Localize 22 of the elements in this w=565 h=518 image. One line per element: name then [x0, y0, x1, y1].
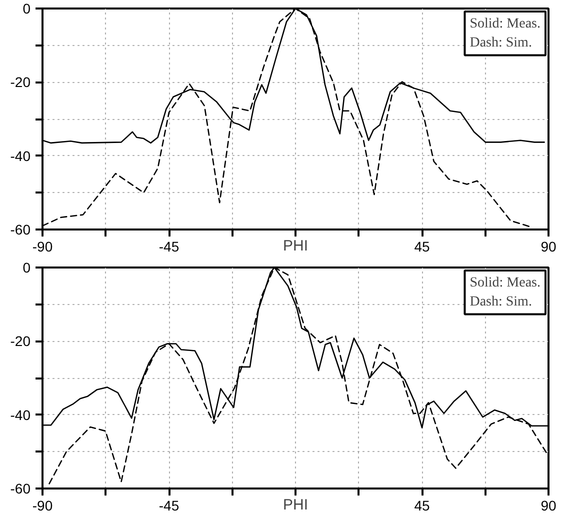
- y-tick-label: -40: [10, 148, 31, 164]
- y-tick-label: 0: [22, 0, 31, 16]
- annotation: Dash: Sim.: [470, 294, 532, 310]
- x-axis-title: PHI: [283, 496, 308, 514]
- annotation: Solid: Meas.: [470, 16, 540, 32]
- x-tick-label: 90: [540, 238, 556, 254]
- x-tick-label: 45: [414, 238, 430, 254]
- y-tick-label: 0: [22, 260, 31, 276]
- x-tick-label: -90: [32, 238, 53, 254]
- x-tick-label: 90: [540, 498, 556, 514]
- annotation: Dash: Sim.: [470, 35, 532, 50]
- y-tick-label: -60: [10, 480, 31, 496]
- x-tick-label: -90: [32, 498, 53, 514]
- y-tick-label: -20: [10, 74, 31, 90]
- x-tick-label: -45: [158, 238, 180, 254]
- y-tick-label: -60: [10, 222, 31, 238]
- annotation: Solid: Meas.: [470, 276, 540, 290]
- x-tick-label: -45: [158, 498, 180, 514]
- x-tick-label: 45: [414, 498, 430, 514]
- y-tick-label: -20: [10, 333, 31, 350]
- y-tick-label: -40: [10, 406, 31, 423]
- x-axis-title: PHI: [283, 238, 308, 254]
